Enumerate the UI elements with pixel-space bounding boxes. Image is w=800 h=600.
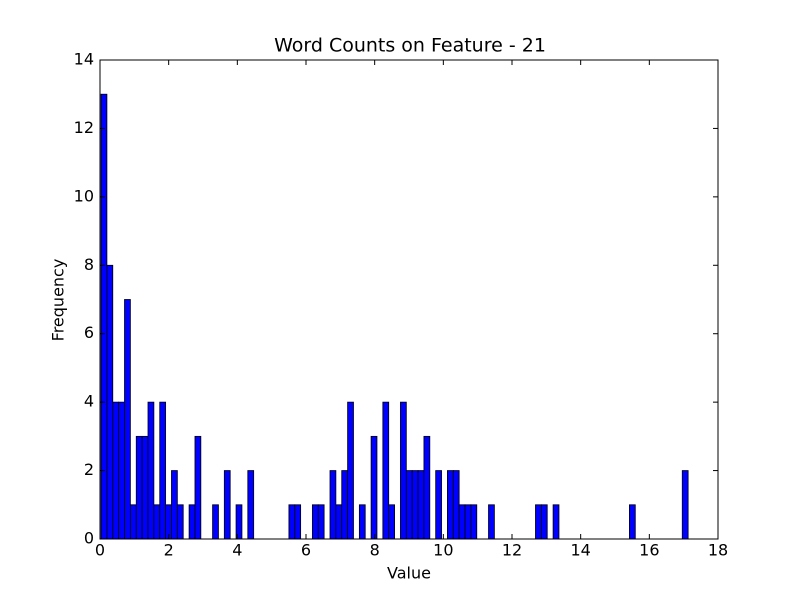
bar (317, 504, 325, 540)
bar (552, 504, 560, 540)
bar (153, 504, 161, 540)
bar (159, 401, 167, 540)
bar (124, 299, 131, 540)
x-tick-label: 16 (639, 541, 659, 560)
bar (464, 504, 472, 540)
bar (100, 93, 108, 540)
bar (382, 401, 390, 540)
x-tick-label: 0 (95, 541, 105, 560)
y-tick-label: 10 (74, 186, 94, 205)
y-tick-label: 2 (84, 460, 94, 479)
bar (194, 435, 202, 540)
bar (452, 470, 460, 540)
bar (405, 470, 413, 540)
bar (165, 504, 172, 540)
bar (341, 470, 349, 540)
bar (135, 435, 143, 540)
y-tick-label: 8 (84, 255, 94, 274)
y-tick-label: 14 (74, 50, 94, 69)
bar (247, 470, 255, 540)
bar (417, 470, 425, 540)
bar (370, 435, 378, 540)
x-axis-label: Value (387, 564, 431, 583)
bar (423, 435, 431, 540)
y-axis-label: Frequency (49, 259, 68, 342)
x-tick-label: 8 (370, 541, 380, 560)
bar (129, 504, 137, 540)
bar (540, 504, 548, 540)
bar (329, 470, 337, 540)
bar (488, 504, 495, 540)
bar (106, 264, 114, 540)
bar (447, 470, 454, 540)
bar (141, 435, 149, 540)
x-tick-label: 18 (708, 541, 728, 560)
bar (411, 470, 419, 540)
y-tick-label: 6 (84, 323, 94, 342)
bar (118, 401, 125, 540)
bar (112, 401, 120, 540)
bar (458, 504, 466, 540)
x-tick-label: 10 (433, 541, 453, 560)
bar (335, 504, 343, 540)
bar (188, 504, 196, 540)
bar (388, 504, 395, 540)
bar (400, 401, 407, 540)
bar (535, 504, 542, 540)
bar (311, 504, 319, 540)
bar (235, 504, 243, 540)
x-tick-label: 14 (570, 541, 590, 560)
bar (212, 504, 219, 540)
x-tick-label: 4 (232, 541, 242, 560)
x-tick-label: 6 (301, 541, 311, 560)
y-tick-label: 4 (84, 392, 94, 411)
bar (223, 470, 231, 540)
bar (681, 470, 689, 540)
chart-title: Word Counts on Feature - 21 (274, 35, 546, 57)
bar (347, 401, 354, 540)
bar (470, 504, 478, 540)
bar (171, 470, 178, 540)
bar (288, 504, 296, 540)
plot-frame (99, 59, 719, 540)
bar (294, 504, 302, 540)
x-tick-label: 12 (502, 541, 522, 560)
y-tick-label: 0 (84, 529, 94, 548)
x-tick-label: 2 (164, 541, 174, 560)
bar (176, 504, 184, 540)
bar (629, 504, 636, 540)
bar (435, 470, 442, 540)
bar (147, 401, 155, 540)
y-tick-label: 12 (74, 118, 94, 137)
bar (358, 504, 366, 540)
